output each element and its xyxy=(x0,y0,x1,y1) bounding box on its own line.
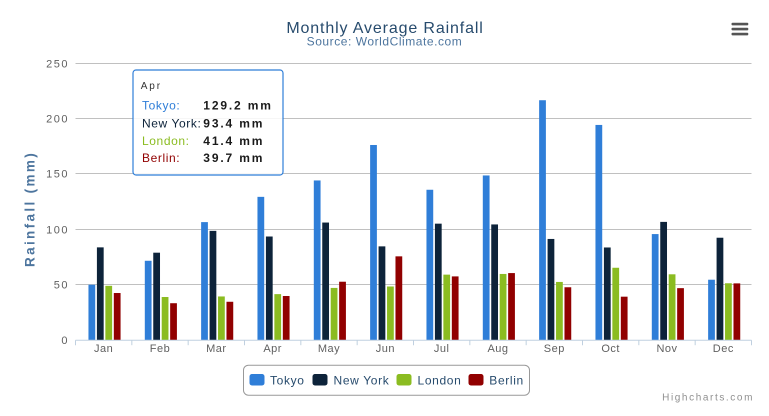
svg-text:200: 200 xyxy=(46,113,69,125)
svg-text:Aug: Aug xyxy=(487,343,508,355)
svg-text:May: May xyxy=(318,343,340,355)
svg-text:Source: WorldClimate.com: Source: WorldClimate.com xyxy=(307,35,463,49)
svg-text:Nov: Nov xyxy=(656,343,677,355)
svg-text:129.2 mm: 129.2 mm xyxy=(203,99,273,113)
svg-text:Berlin:: Berlin: xyxy=(142,151,180,165)
svg-text:41.4 mm: 41.4 mm xyxy=(203,134,264,148)
svg-text:0: 0 xyxy=(61,335,69,347)
svg-text:Mar: Mar xyxy=(206,343,226,355)
svg-text:Tokyo:: Tokyo: xyxy=(142,99,180,113)
svg-text:Highcharts.com: Highcharts.com xyxy=(662,393,754,404)
svg-text:Oct: Oct xyxy=(601,343,620,355)
svg-text:Apr: Apr xyxy=(263,343,282,355)
svg-text:Dec: Dec xyxy=(713,343,734,355)
svg-text:London:: London: xyxy=(142,134,190,148)
svg-text:London: London xyxy=(418,374,462,388)
svg-text:Apr: Apr xyxy=(141,81,162,92)
svg-text:93.4 mm: 93.4 mm xyxy=(203,117,264,131)
svg-text:New York:: New York: xyxy=(142,117,201,131)
svg-text:150: 150 xyxy=(46,168,69,180)
svg-text:Jan: Jan xyxy=(94,343,113,355)
svg-text:Monthly Average Rainfall: Monthly Average Rainfall xyxy=(286,20,483,37)
svg-text:Tokyo: Tokyo xyxy=(270,374,305,388)
svg-text:50: 50 xyxy=(54,279,69,291)
svg-text:Jun: Jun xyxy=(376,343,395,355)
svg-text:Sep: Sep xyxy=(544,343,565,355)
svg-text:New York: New York xyxy=(334,374,390,388)
svg-text:Jul: Jul xyxy=(434,343,450,355)
svg-text:Rainfall (mm): Rainfall (mm) xyxy=(22,151,37,267)
svg-text:100: 100 xyxy=(46,224,69,236)
svg-text:Feb: Feb xyxy=(150,343,170,355)
svg-text:39.7 mm: 39.7 mm xyxy=(203,151,264,165)
svg-text:Berlin: Berlin xyxy=(489,374,524,388)
svg-text:250: 250 xyxy=(46,58,69,70)
